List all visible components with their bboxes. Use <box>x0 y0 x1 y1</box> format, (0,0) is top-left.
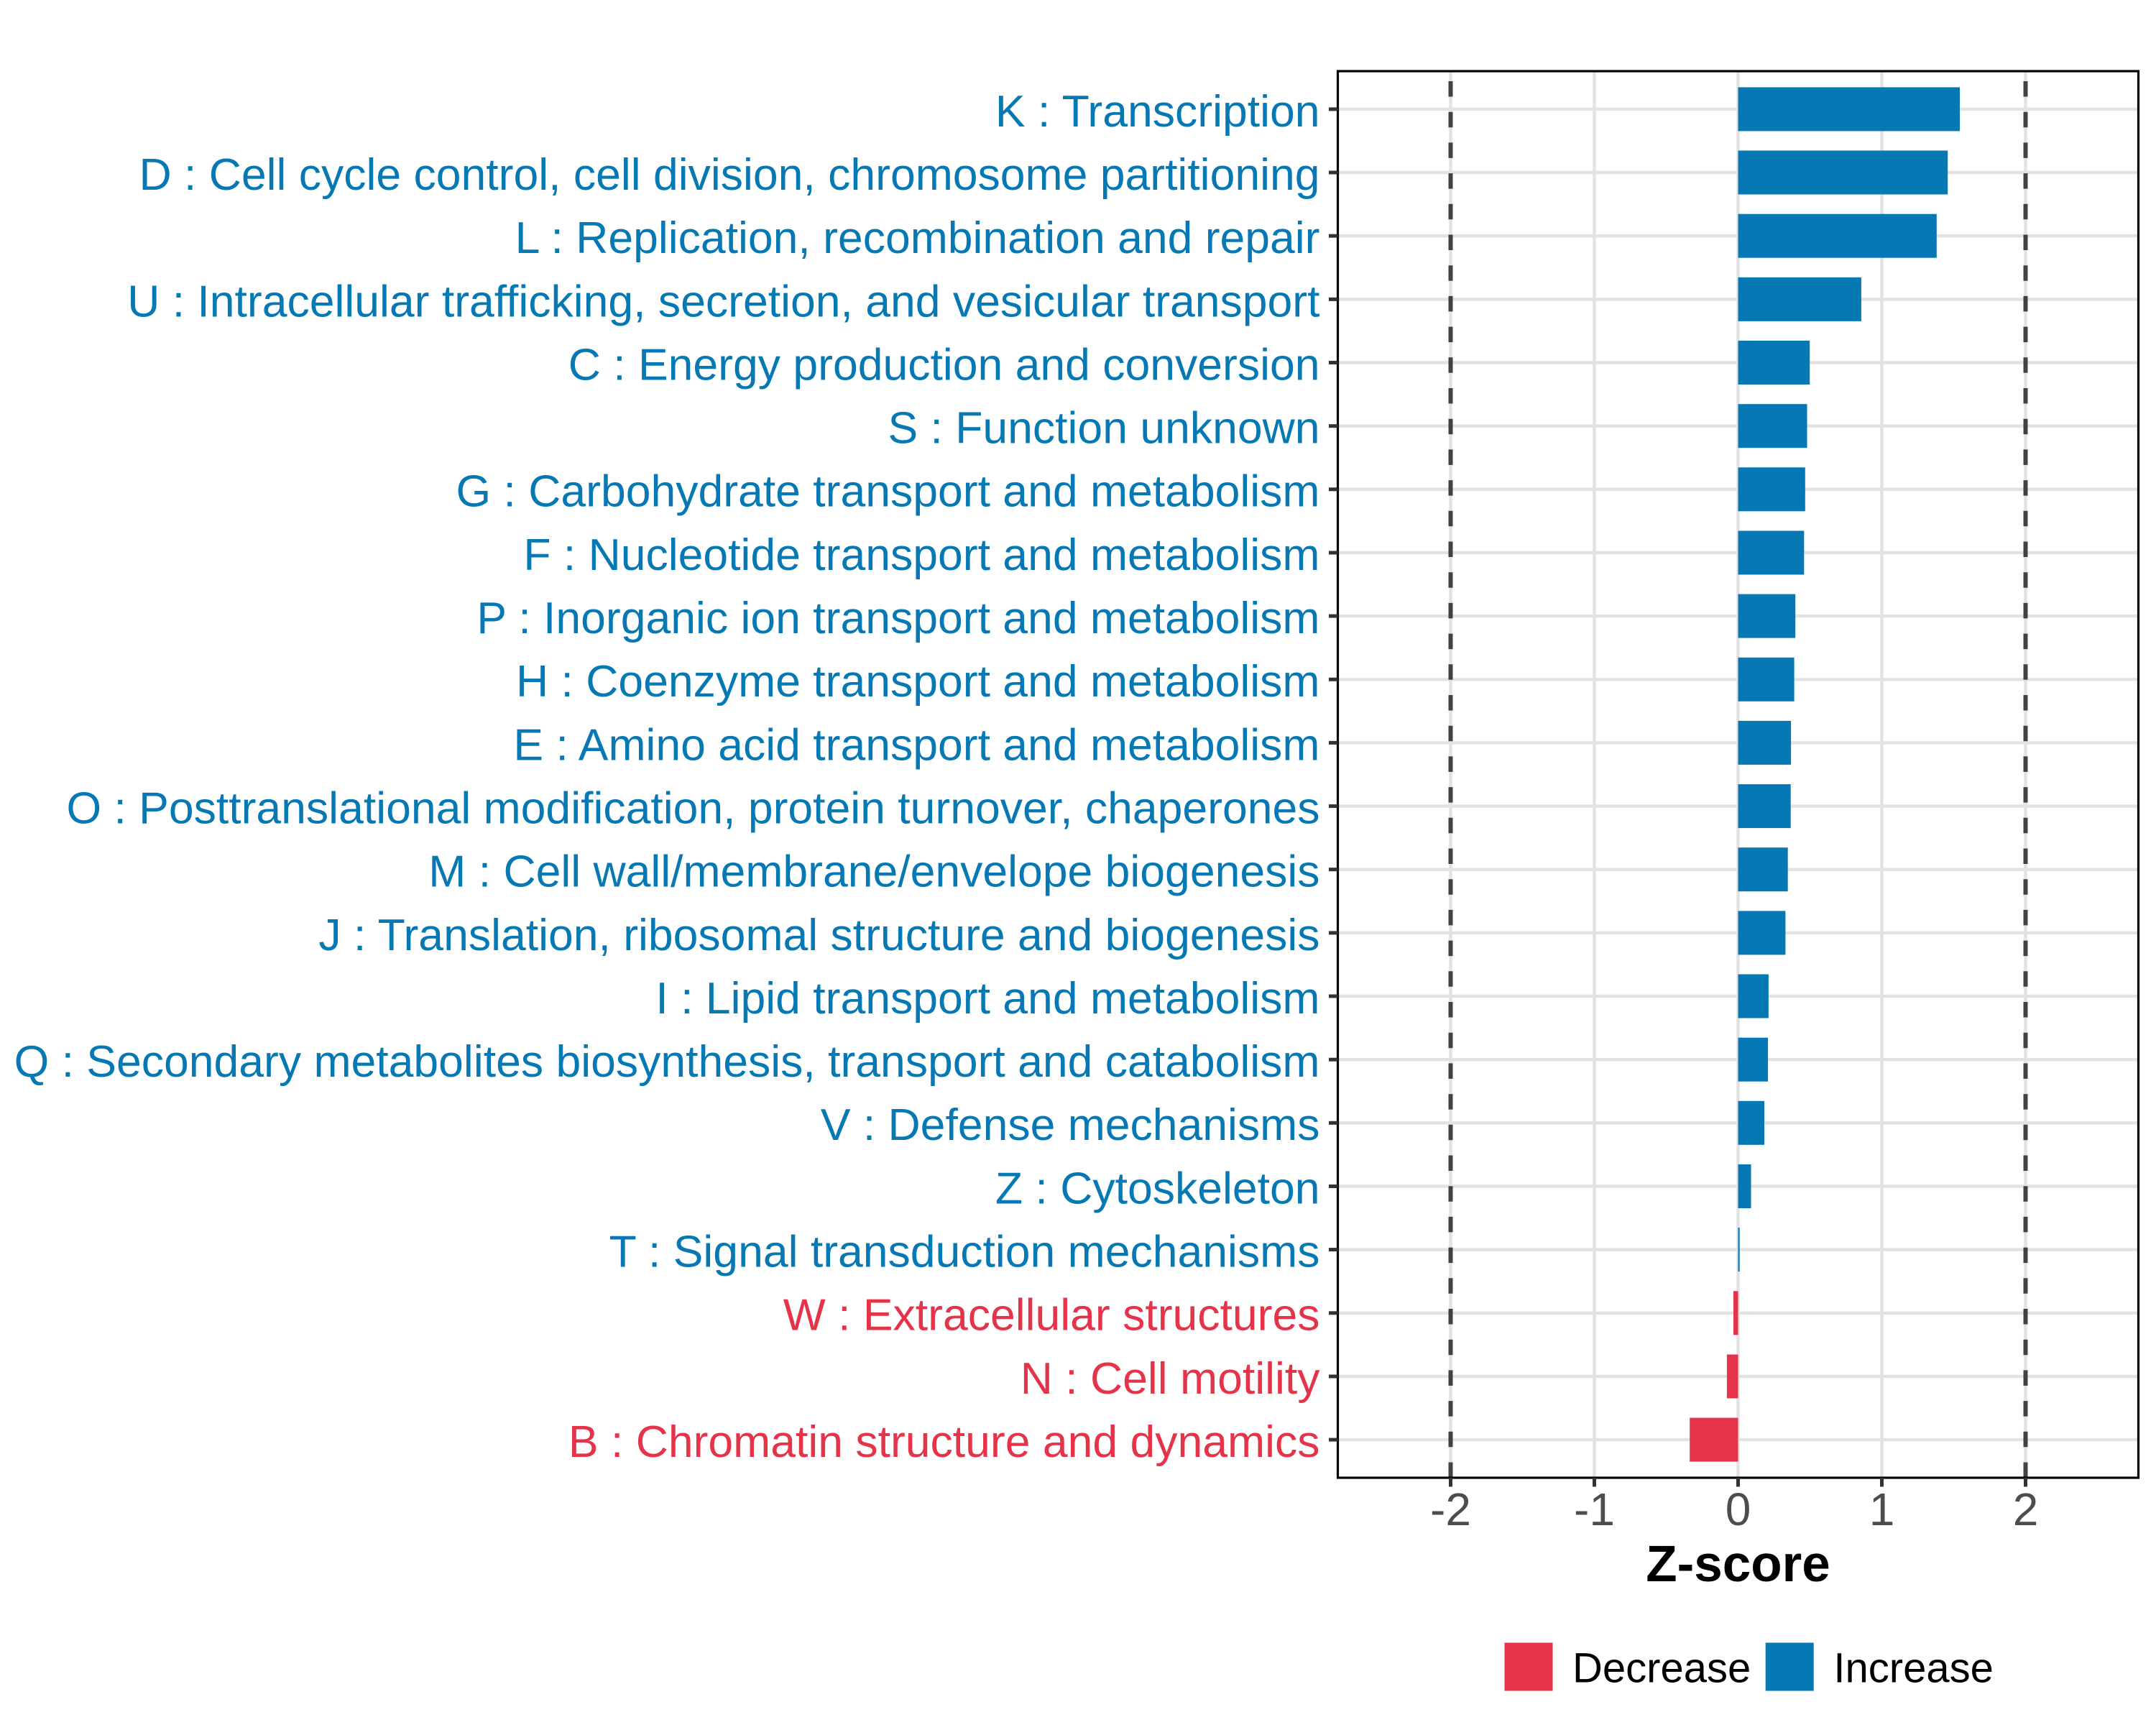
svg-text:D : Cell cycle control, cell d: D : Cell cycle control, cell division, c… <box>139 150 1319 200</box>
svg-text:P : Inorganic ion transport an: P : Inorganic ion transport and metaboli… <box>476 593 1319 643</box>
svg-text:J : Translation, ribosomal str: J : Translation, ribosomal structure and… <box>318 910 1319 960</box>
svg-text:2: 2 <box>2013 1484 2039 1535</box>
svg-text:Z : Cytoskeleton: Z : Cytoskeleton <box>995 1163 1320 1213</box>
svg-text:C : Energy production and conv: C : Energy production and conversion <box>568 339 1320 390</box>
svg-text:Increase: Increase <box>1833 1645 1993 1692</box>
svg-text:0: 0 <box>1726 1484 1751 1535</box>
svg-text:S : Function unknown: S : Function unknown <box>888 403 1319 454</box>
svg-text:O : Posttranslational modifica: O : Posttranslational modification, prot… <box>66 783 1319 834</box>
svg-text:K : Transcription: K : Transcription <box>995 86 1320 137</box>
svg-text:-2: -2 <box>1430 1484 1471 1535</box>
svg-text:Q : Secondary metabolites bios: Q : Secondary metabolites biosynthesis, … <box>14 1036 1320 1087</box>
svg-text:B : Chromatin structure and dy: B : Chromatin structure and dynamics <box>568 1417 1320 1467</box>
svg-text:-1: -1 <box>1574 1484 1615 1535</box>
svg-text:G : Carbohydrate transport and: G : Carbohydrate transport and metabolis… <box>456 466 1320 517</box>
svg-text:U : Intracellular trafficking,: U : Intracellular trafficking, secretion… <box>127 276 1319 326</box>
svg-text:Z-score: Z-score <box>1646 1536 1830 1593</box>
svg-text:1: 1 <box>1869 1484 1895 1535</box>
svg-text:E : Amino acid transport and m: E : Amino acid transport and metabolism <box>513 719 1319 770</box>
svg-text:L : Replication, recombination: L : Replication, recombination and repai… <box>515 213 1320 263</box>
svg-text:T : Signal transduction mechan: T : Signal transduction mechanisms <box>609 1227 1320 1277</box>
svg-text:F : Nucleotide transport and m: F : Nucleotide transport and metabolism <box>523 530 1319 580</box>
svg-text:I : Lipid transport and metabo: I : Lipid transport and metabolism <box>655 973 1319 1024</box>
svg-text:Decrease: Decrease <box>1572 1645 1751 1692</box>
svg-text:H : Coenzyme transport and met: H : Coenzyme transport and metabolism <box>516 656 1320 707</box>
svg-text:N : Cell motility: N : Cell motility <box>1021 1353 1320 1404</box>
svg-text:M : Cell wall/membrane/envelop: M : Cell wall/membrane/envelope biogenes… <box>428 847 1319 897</box>
svg-text:V : Defense mechanisms: V : Defense mechanisms <box>821 1100 1320 1150</box>
svg-text:W : Extracellular structures: W : Extracellular structures <box>783 1290 1320 1340</box>
